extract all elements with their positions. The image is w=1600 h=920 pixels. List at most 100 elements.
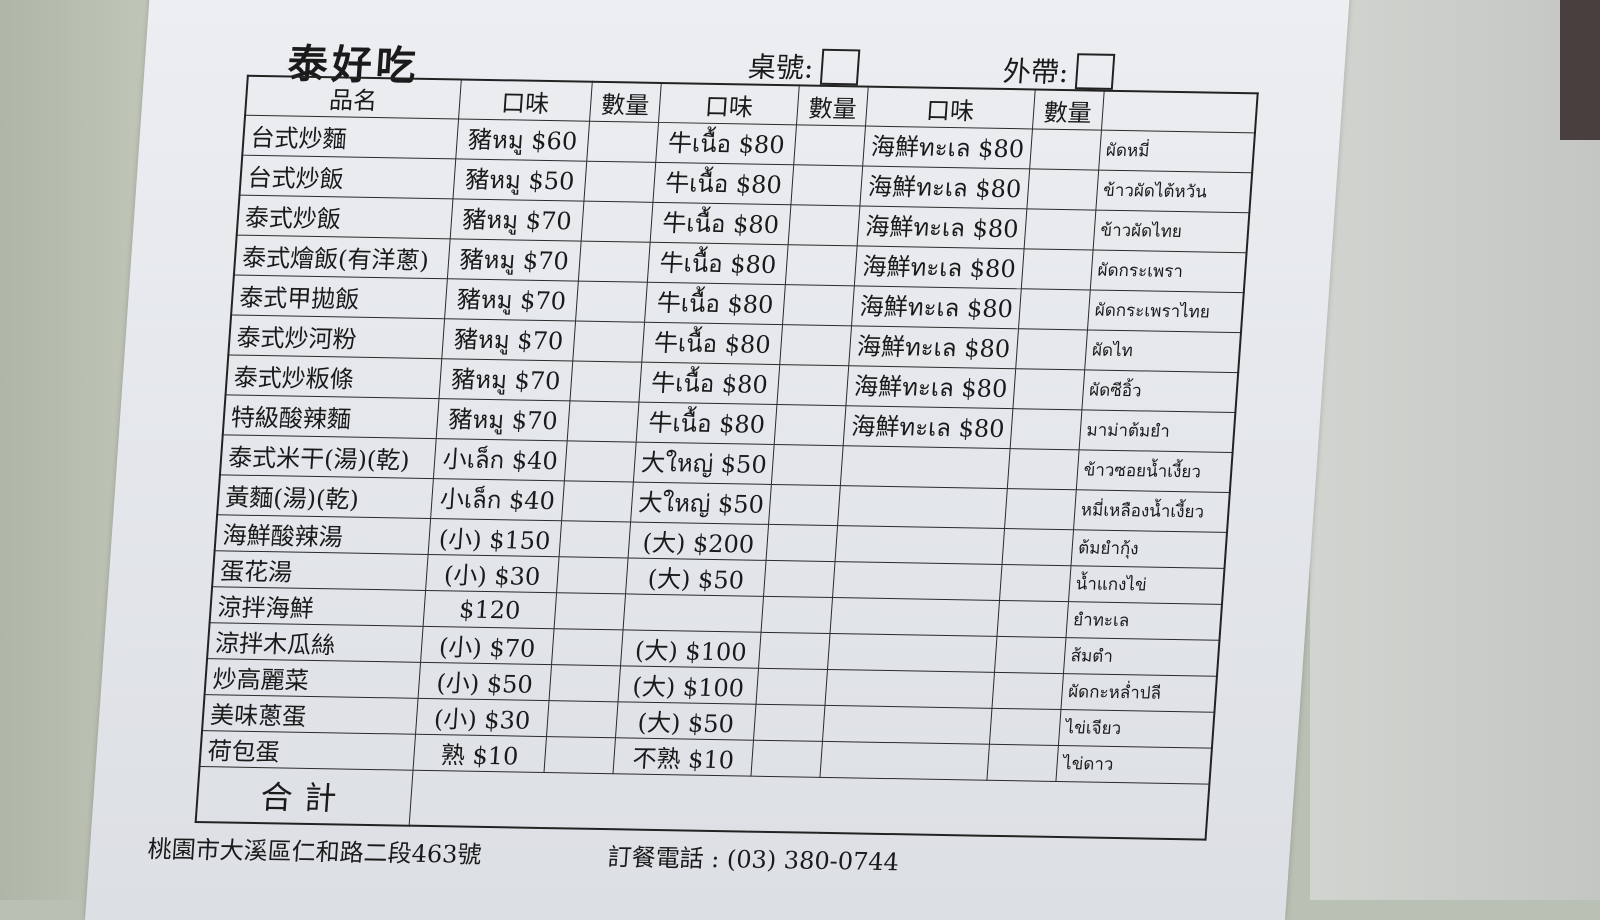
flavor-price: 豬หมู $70 xyxy=(450,198,584,242)
item-name: 荷包蛋 xyxy=(199,730,416,771)
quantity-cell[interactable] xyxy=(1029,128,1101,171)
flavor-price: 豬หมู $70 xyxy=(436,398,570,441)
table-number-box[interactable] xyxy=(820,48,861,86)
quantity-cell[interactable] xyxy=(774,404,847,446)
quantity-cell[interactable] xyxy=(771,444,844,486)
flavor-price xyxy=(832,561,1002,601)
quantity-cell[interactable] xyxy=(785,244,858,286)
quantity-cell[interactable] xyxy=(761,596,833,634)
quantity-cell[interactable] xyxy=(999,564,1071,602)
quantity-cell[interactable] xyxy=(769,484,841,526)
item-name: 黃麵(湯)(乾) xyxy=(217,474,434,519)
quantity-cell[interactable] xyxy=(1009,408,1082,450)
flavor-price xyxy=(840,445,1010,489)
quantity-cell[interactable] xyxy=(564,440,637,483)
flavor-price: 海鮮ทะเล $80 xyxy=(846,365,1016,409)
item-name: 特級酸辣麵 xyxy=(222,394,439,439)
quantity-cell[interactable] xyxy=(758,632,831,670)
flavor-price: 牛เนื้อ $80 xyxy=(650,202,792,245)
quantity-cell[interactable] xyxy=(777,364,850,406)
quantity-cell[interactable] xyxy=(1026,168,1099,211)
flavor-price: 豬หมู $70 xyxy=(444,278,579,322)
quantity-cell[interactable] xyxy=(986,744,1058,782)
background-right xyxy=(1310,0,1600,900)
quantity-cell[interactable] xyxy=(567,400,639,443)
flavor-price: (小) $70 xyxy=(420,626,555,665)
column-header: 口味 xyxy=(658,82,800,125)
flavor-price: (大) $200 xyxy=(628,522,770,561)
item-name: 台式炒麵 xyxy=(242,115,459,159)
quantity-cell[interactable] xyxy=(583,161,656,203)
flavor-price: 海鮮ทะเล $80 xyxy=(851,285,1021,329)
quantity-cell[interactable] xyxy=(780,324,852,366)
quantity-cell[interactable] xyxy=(578,241,651,283)
quantity-cell[interactable] xyxy=(991,672,1063,710)
flavor-price: 海鮮ทะเล $80 xyxy=(860,166,1030,209)
quantity-cell[interactable] xyxy=(788,204,861,246)
quantity-cell[interactable] xyxy=(586,121,659,163)
quantity-cell[interactable] xyxy=(569,360,642,403)
quantity-cell[interactable] xyxy=(1012,368,1085,410)
flavor-price xyxy=(825,669,994,709)
column-header: 口味 xyxy=(458,79,593,122)
quantity-cell[interactable] xyxy=(572,321,645,363)
flavor-price: $120 xyxy=(423,590,557,629)
item-name: 海鮮酸辣湯 xyxy=(214,514,431,555)
column-header: 品名 xyxy=(245,75,462,119)
quantity-cell[interactable] xyxy=(575,281,648,323)
quantity-cell[interactable] xyxy=(766,524,838,562)
quantity-cell[interactable] xyxy=(581,201,653,243)
column-header: 數量 xyxy=(1031,89,1104,131)
item-name: 蛋花湯 xyxy=(212,550,429,591)
quantity-cell[interactable] xyxy=(988,708,1061,746)
thai-name: ข้าวซอยน้ำเงี้ยว xyxy=(1075,449,1233,493)
flavor-price: (大) $50 xyxy=(625,557,767,597)
quantity-cell[interactable] xyxy=(546,700,619,738)
background-corner xyxy=(1560,0,1600,140)
item-name: 泰式炒粄條 xyxy=(225,354,442,399)
quantity-cell[interactable] xyxy=(1020,248,1093,290)
quantity-cell[interactable] xyxy=(543,736,616,774)
quantity-cell[interactable] xyxy=(794,124,866,167)
column-header: 口味 xyxy=(865,86,1035,129)
quantity-cell[interactable] xyxy=(1018,288,1090,330)
phone: 訂餐電話 : (03) 380-0744 xyxy=(606,843,900,877)
quantity-cell[interactable] xyxy=(1023,208,1096,251)
quantity-cell[interactable] xyxy=(753,704,826,742)
thai-name: ผัดไท xyxy=(1084,329,1241,373)
flavor-price: 海鮮ทะเล $80 xyxy=(854,245,1024,289)
quantity-cell[interactable] xyxy=(996,600,1068,638)
quantity-cell[interactable] xyxy=(1004,488,1076,530)
total-label: 合計 xyxy=(195,766,414,826)
quantity-cell[interactable] xyxy=(1006,448,1079,490)
flavor-price: (小) $30 xyxy=(425,554,560,593)
quantity-cell[interactable] xyxy=(549,664,621,702)
flavor-price: 海鮮ทะเล $80 xyxy=(843,405,1013,449)
table-number-label: 桌號: xyxy=(746,50,815,85)
flavor-price: (大) $100 xyxy=(618,665,759,705)
quantity-cell[interactable] xyxy=(556,556,629,594)
thai-name: ต้มยำกุ้ง xyxy=(1070,529,1227,569)
quantity-cell[interactable] xyxy=(751,740,823,778)
quantity-cell[interactable] xyxy=(554,592,626,630)
item-name: 泰式炒河粉 xyxy=(228,314,445,359)
flavor-price: 海鮮ทะเล $80 xyxy=(863,126,1032,169)
quantity-cell[interactable] xyxy=(561,480,634,523)
quantity-cell[interactable] xyxy=(559,520,631,558)
takeout-field: 外帶: xyxy=(1002,50,1116,92)
quantity-cell[interactable] xyxy=(782,284,855,326)
flavor-price: (大) $50 xyxy=(615,701,757,741)
quantity-cell[interactable] xyxy=(551,628,624,666)
quantity-cell[interactable] xyxy=(791,164,864,206)
flavor-price: 牛เนื้อ $80 xyxy=(644,282,786,325)
quantity-cell[interactable] xyxy=(1015,328,1087,370)
flavor-price: 豬หมู $50 xyxy=(452,158,587,202)
quantity-cell[interactable] xyxy=(1001,528,1074,566)
column-header: 數量 xyxy=(589,81,662,123)
thai-name: ข้าวผัดไทย xyxy=(1092,210,1249,253)
quantity-cell[interactable] xyxy=(756,668,828,706)
quantity-cell[interactable] xyxy=(993,636,1066,674)
flavor-price xyxy=(837,485,1007,529)
takeout-box[interactable] xyxy=(1075,53,1116,90)
quantity-cell[interactable] xyxy=(763,560,836,598)
